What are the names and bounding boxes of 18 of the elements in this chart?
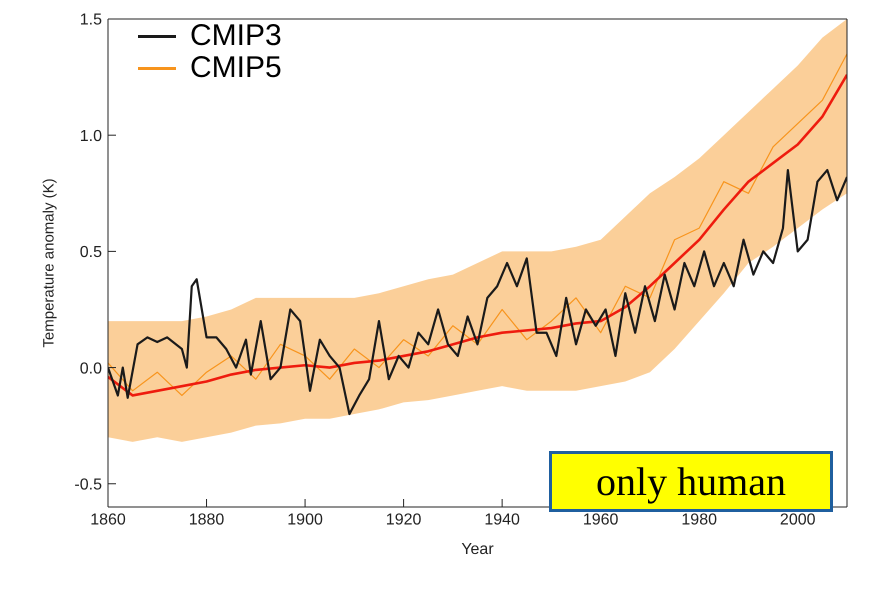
annotation: only human [549,451,833,512]
x-tick-label: 1920 [386,511,422,528]
legend-label: CMIP3 [190,19,282,52]
y-tick-label: 0.0 [80,360,102,378]
y-tick-label: 1.0 [80,128,102,145]
x-tick-label: 1940 [484,511,520,528]
y-tick-label: 1.5 [80,12,102,29]
y-axis-title: Temperature anomaly (K) [40,178,58,348]
x-axis-title: Year [461,541,494,558]
y-tick-label: -0.5 [74,476,102,494]
legend-label: CMIP5 [190,51,282,84]
x-tick-label: 1960 [582,511,619,528]
y-tick-label: 0.5 [80,244,102,262]
x-tick-label: 2000 [780,511,816,528]
x-tick-label: 1980 [681,511,718,528]
x-tick-label: 1900 [287,511,323,528]
x-tick-label: 1880 [188,511,224,528]
x-tick-label: 1860 [90,511,126,528]
